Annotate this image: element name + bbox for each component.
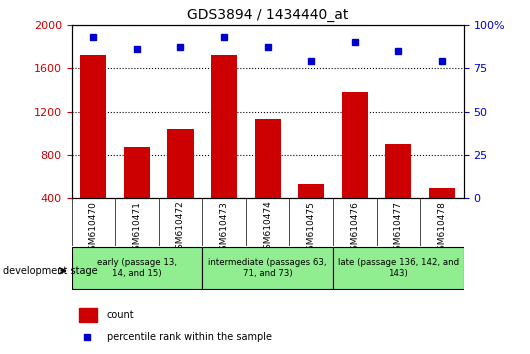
Bar <box>429 188 455 241</box>
Text: GSM610472: GSM610472 <box>176 201 185 255</box>
Text: GSM610478: GSM610478 <box>437 201 446 256</box>
Bar <box>254 119 281 241</box>
Text: GSM610477: GSM610477 <box>394 201 403 256</box>
Text: GSM610470: GSM610470 <box>89 201 98 256</box>
Text: count: count <box>107 310 135 320</box>
Text: development stage: development stage <box>3 266 98 276</box>
Title: GDS3894 / 1434440_at: GDS3894 / 1434440_at <box>187 8 348 22</box>
Text: GSM610471: GSM610471 <box>132 201 142 256</box>
Bar <box>167 129 193 241</box>
Bar <box>298 184 324 241</box>
Bar <box>385 144 411 241</box>
Bar <box>342 92 368 241</box>
Bar <box>80 55 107 241</box>
Bar <box>202 247 333 290</box>
Text: late (passage 136, 142, and
143): late (passage 136, 142, and 143) <box>338 258 459 278</box>
Text: percentile rank within the sample: percentile rank within the sample <box>107 332 272 342</box>
Text: GSM610474: GSM610474 <box>263 201 272 255</box>
Bar <box>211 55 237 241</box>
Bar <box>124 147 150 241</box>
Bar <box>80 308 97 321</box>
Text: intermediate (passages 63,
71, and 73): intermediate (passages 63, 71, and 73) <box>208 258 327 278</box>
Text: GSM610473: GSM610473 <box>219 201 228 256</box>
Bar <box>72 247 202 290</box>
Text: early (passage 13,
14, and 15): early (passage 13, 14, and 15) <box>97 258 177 278</box>
Text: GSM610476: GSM610476 <box>350 201 359 256</box>
Bar <box>333 247 464 290</box>
Text: GSM610475: GSM610475 <box>307 201 316 256</box>
